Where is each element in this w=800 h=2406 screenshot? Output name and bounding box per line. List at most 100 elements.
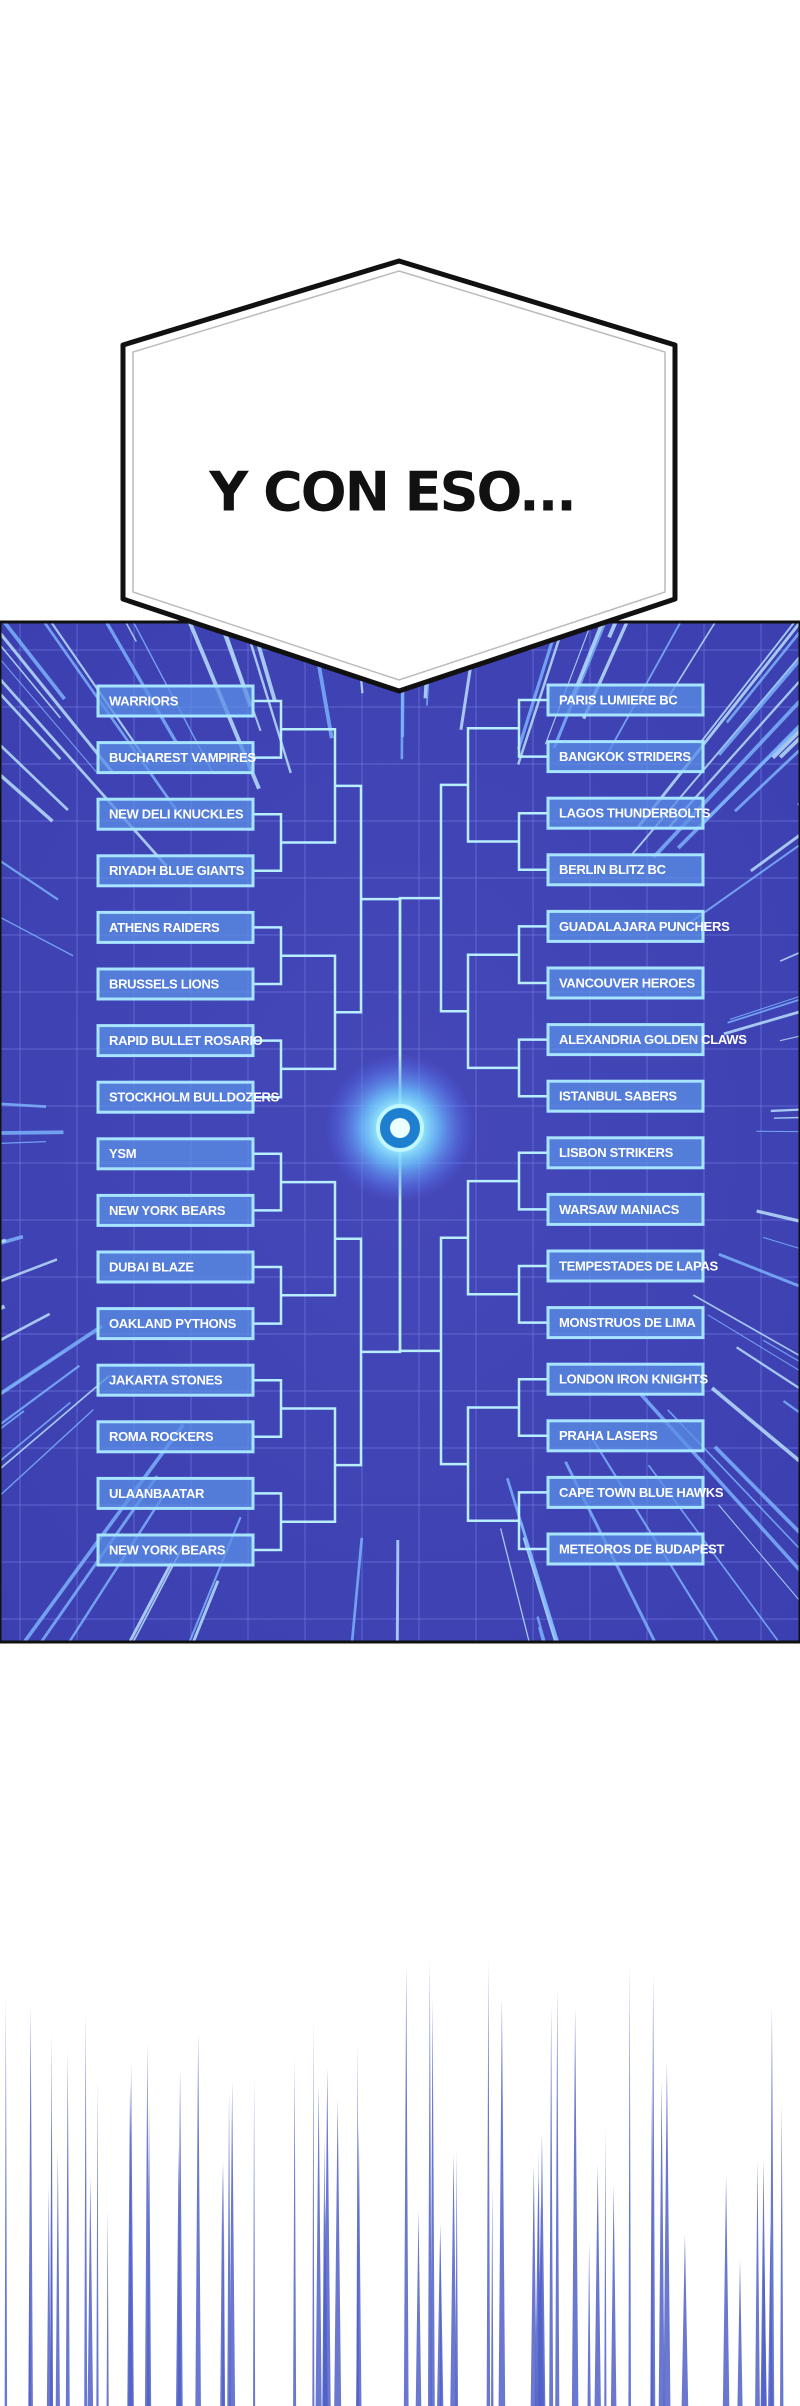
speed-line xyxy=(710,1386,800,1464)
spike xyxy=(769,2006,775,2406)
spike xyxy=(722,2175,730,2406)
team-name: VANCOUVER HEROES xyxy=(559,975,695,990)
spike xyxy=(96,2081,99,2406)
spike xyxy=(450,2154,457,2406)
speed-line xyxy=(537,1626,544,1642)
spike xyxy=(628,1962,631,2406)
team-name: NEW YORK BEARS xyxy=(109,1203,226,1218)
team-name: OAKLAND PYTHONS xyxy=(109,1316,237,1331)
spike xyxy=(46,2186,51,2406)
speed-line xyxy=(552,622,607,749)
spike xyxy=(610,2184,617,2406)
spike xyxy=(195,2033,201,2406)
speed-line xyxy=(104,622,178,744)
team-box xyxy=(546,1362,705,1396)
team-name: BERLIN BLITZ BC xyxy=(559,862,667,877)
speed-line xyxy=(499,1528,530,1642)
team-name: BUCHAREST VAMPIRES xyxy=(109,750,256,765)
center-core xyxy=(390,1118,410,1138)
speed-line xyxy=(67,1496,164,1642)
team-box xyxy=(546,1192,705,1226)
team-name: DUBAI BLAZE xyxy=(109,1259,194,1274)
team-box xyxy=(96,797,255,831)
spike xyxy=(663,2060,671,2406)
spike xyxy=(227,2090,231,2406)
spike xyxy=(50,2033,54,2406)
bracket-lines xyxy=(253,698,548,1552)
speed-line xyxy=(630,654,800,857)
spike xyxy=(65,2051,70,2406)
team-name: JAKARTA STONES xyxy=(109,1373,223,1388)
team-box xyxy=(96,1080,255,1114)
team-box xyxy=(546,966,705,1000)
team-box xyxy=(96,1307,255,1341)
spike xyxy=(415,2210,422,2406)
spike xyxy=(486,1961,491,2406)
team-box xyxy=(96,854,255,888)
team-name: WARRIORS xyxy=(109,693,179,708)
speed-line xyxy=(517,622,566,765)
team-name: CAPE TOWN BLUE HAWKS xyxy=(559,1485,724,1500)
spike xyxy=(55,2150,60,2406)
speed-line xyxy=(520,1521,560,1642)
team-box xyxy=(96,1193,255,1227)
spike xyxy=(427,1960,432,2406)
team-name: GUADALAJARA PUNCHERS xyxy=(559,919,730,934)
team-name: ISTANBUL SABERS xyxy=(559,1089,677,1104)
team-name: YSM xyxy=(109,1146,136,1161)
speed-line xyxy=(1,622,66,701)
team-box xyxy=(546,1023,705,1057)
team-box xyxy=(546,1079,705,1113)
spike xyxy=(229,2081,236,2406)
team-name: BANGKOK STRIDERS xyxy=(559,749,691,764)
speed-line xyxy=(662,622,717,706)
speed-line xyxy=(0,630,114,773)
team-name: PRAHA LASERS xyxy=(559,1428,658,1443)
team-name: NEW YORK BEARS xyxy=(109,1542,226,1557)
speed-line xyxy=(605,622,682,757)
speed-line xyxy=(713,1445,800,1536)
spike xyxy=(4,1996,8,2406)
team-name: ROMA ROCKERS xyxy=(109,1429,214,1444)
team-box xyxy=(96,910,255,944)
team-box xyxy=(546,796,705,830)
spike xyxy=(84,2011,88,2406)
team-name: LONDON IRON KNIGHTS xyxy=(559,1372,708,1387)
speed-line xyxy=(0,1401,72,1463)
spike xyxy=(760,2159,767,2406)
spike xyxy=(176,2146,182,2406)
speed-line xyxy=(667,1409,800,1551)
team-box xyxy=(96,741,255,775)
team-box xyxy=(546,1136,705,1170)
team-name: ATHENS RAIDERS xyxy=(109,920,220,935)
speed-line xyxy=(582,622,629,720)
team-name: TEMPESTADES DE LAPAS xyxy=(559,1258,719,1273)
spike xyxy=(571,2008,579,2406)
team-box xyxy=(96,1533,255,1567)
team-box xyxy=(546,853,705,887)
speed-line xyxy=(0,691,62,761)
speed-line xyxy=(686,843,800,926)
spike xyxy=(455,2150,459,2406)
spike xyxy=(106,2209,109,2406)
speed-line xyxy=(590,1437,720,1642)
speed-line xyxy=(717,656,800,756)
team-box xyxy=(546,909,705,943)
team-box xyxy=(546,683,705,717)
spike xyxy=(315,2085,322,2406)
spike xyxy=(253,2076,256,2406)
spike xyxy=(430,1998,435,2406)
speed-line xyxy=(699,622,796,745)
caption: Y CON ESO... xyxy=(208,461,574,524)
speed-line xyxy=(701,724,800,825)
team-box xyxy=(96,1476,255,1510)
team-box xyxy=(96,1420,255,1454)
spike xyxy=(491,2184,494,2406)
speed-line xyxy=(0,658,97,773)
team-name: RIYADH BLUE GIANTS xyxy=(109,863,245,878)
spike xyxy=(555,1986,560,2406)
team-name: ALEXANDRIA GOLDEN CLAWS xyxy=(559,1032,747,1047)
speed-line xyxy=(132,1544,185,1642)
speed-line xyxy=(0,643,61,719)
